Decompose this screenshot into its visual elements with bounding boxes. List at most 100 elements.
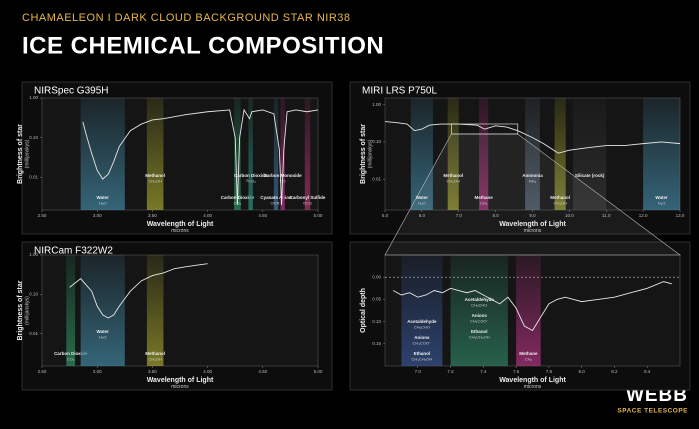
x-axis-label: Wavelength of Light [147,221,214,228]
band-label: Methanol [145,351,165,356]
absorption-band [66,255,76,366]
band-label: Methane [519,351,538,356]
band-formula: OCN⁻ [271,201,282,206]
x-tick-label: 4.50 [258,369,267,374]
band-formula: H₂O [99,335,107,340]
absorption-band [479,98,489,210]
x-tick-label: 3.00 [93,369,102,374]
subtitle: CHAMAELEON I DARK CLOUD BACKGROUND STAR … [22,12,351,24]
absorption-band [146,255,164,366]
band-formula: H₂O [418,201,426,206]
panel-title: NIRSpec G395H [34,86,108,97]
y-axis-label: Brightness of star [17,280,24,340]
absorption-band [573,98,607,210]
band-formula: CH₃COO⁻ [470,319,489,324]
absorption-band [80,255,125,366]
band-formula: H₂O [99,201,107,206]
band-label: Carbon Dioxide [234,173,268,178]
x-tick-label: 4.00 [203,369,212,374]
x-tick-label: 10.0 [565,213,574,218]
y-tick-label: 0.10 [29,291,38,296]
band-formula: CH₃OH [553,201,567,206]
y-tick-label: 0.01 [29,331,38,336]
y-axis-label: Brightness of star [360,124,367,184]
x-axis-unit: microns [524,228,542,234]
absorption-band [516,255,541,366]
x-tick-label: 7.6 [513,369,520,374]
x-tick-label: 11.0 [602,213,611,218]
band-label: Silicate (rock) [575,173,605,178]
logo-tagline: SPACE TELESCOPE [617,408,688,415]
y-tick-label: 0.01 [29,175,38,180]
panel-title: NIRCam F322W2 [34,246,113,257]
band-label: Water [97,195,110,200]
x-axis-unit: microns [524,384,542,390]
band-formula: CH₃CH₂OH [412,357,433,362]
panel-title: MIRI LRS P750L [362,86,437,97]
x-tick-label: 3.00 [93,213,102,218]
x-tick-label: 6.0 [419,213,426,218]
absorption-band [80,98,125,210]
band-label: Ammonia [522,173,543,178]
y-axis-label: Optical depth [360,288,367,333]
absorption-band [146,98,164,210]
x-tick-label: 2.50 [38,369,47,374]
band-formula: CH₄ [480,201,488,206]
band-formula: CH₃OH [148,357,162,362]
absorption-band [401,255,443,366]
y-tick-label: 1.00 [29,252,38,257]
y-axis-unit: (millijanskys) [367,139,373,168]
y-tick-label: 0.10 [29,135,38,140]
absorption-band [280,98,285,210]
band-label: Water [416,195,429,200]
band-label: Anions [472,313,488,318]
y-axis-unit: (millijanskys) [24,296,30,325]
x-tick-label: 8.2 [611,369,618,374]
band-label: Ethanol [414,351,431,356]
y-tick-label: 1.00 [29,95,38,100]
x-tick-label: 8.0 [579,369,586,374]
band-label: Water [97,329,110,334]
band-label: Methanol [550,195,570,200]
x-tick-label: 4.50 [258,213,267,218]
x-tick-label: 3.50 [148,369,157,374]
y-axis-label: Brightness of star [17,124,24,184]
spectrum-line [82,108,319,206]
absorption-band [525,98,540,210]
absorption-band [273,98,279,210]
band-label: Acetaldehyde [465,297,495,302]
band-label: Carbonyl Sulfide [290,195,326,200]
title: ICE CHEMICAL COMPOSITION [22,32,384,59]
band-formula: CH₃CHO [414,325,430,330]
x-tick-label: 7.2 [447,369,454,374]
absorption-band [304,98,311,210]
band-label: Acetaldehyde [407,319,437,324]
y-tick-label: 0.00 [372,274,381,279]
absorption-band [554,98,566,210]
x-axis-label: Wavelength of Light [499,221,566,228]
x-tick-label: 2.50 [38,213,47,218]
x-tick-label: 7.0 [456,213,463,218]
x-tick-label: 5.00 [314,213,323,218]
band-label: Methanol [145,173,165,178]
absorption-band [248,98,253,210]
y-tick-label: 1.00 [372,102,381,107]
y-tick-label: 0.10 [372,319,381,324]
band-label: Water [655,195,668,200]
x-tick-label: 12.0 [639,213,648,218]
band-label: Ethanol [471,329,488,334]
band-formula: OCS [303,201,312,206]
x-tick-label: 5.00 [314,369,323,374]
spectrum-line [384,121,681,154]
y-tick-label: 0.05 [372,297,381,302]
x-tick-label: 7.0 [415,369,422,374]
x-axis-unit: microns [171,384,189,390]
absorption-band [234,98,241,210]
spectrum-line [69,263,208,319]
band-formula: CH₃CHO [471,303,487,308]
band-formula: CH₄ [525,357,533,362]
band-formula: H₂O [658,201,666,206]
absorption-band [450,255,508,366]
band-label: Methanol [443,173,463,178]
